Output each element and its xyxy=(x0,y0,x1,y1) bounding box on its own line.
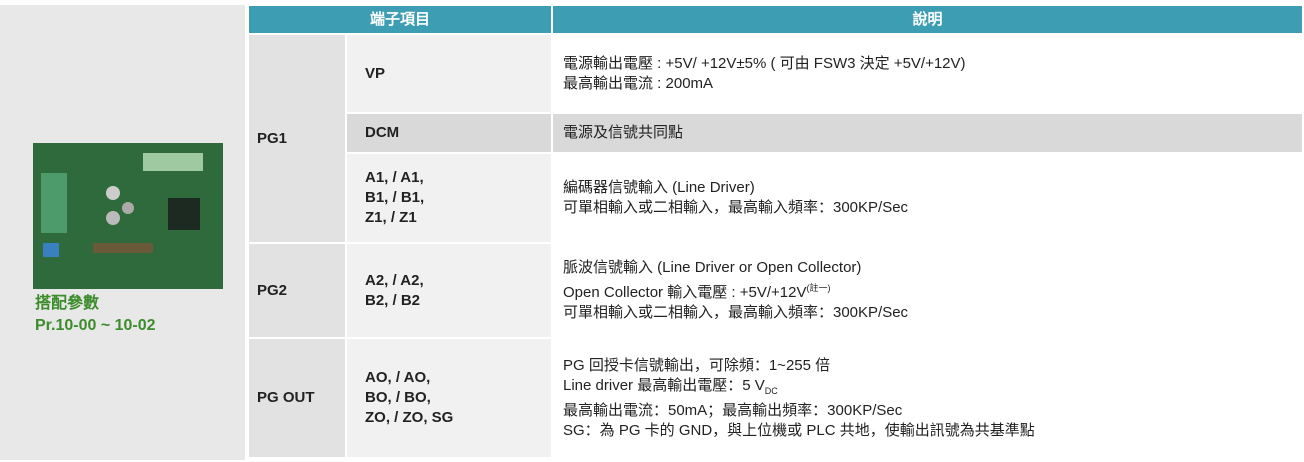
description-line: 編碼器信號輸入 (Line Driver) xyxy=(563,179,755,196)
row: PG2 A2, / A2, B2, / B2 脈波信號輸入 (Line Driver … xyxy=(247,242,1304,339)
terminal-table: 端子項目 說明 PG1 VP 電源輸出電壓 : +5V/ +12V±5% ( 可由 … xyxy=(247,4,1304,459)
footnote-ref: (註一) xyxy=(806,283,831,293)
terminal: B1, / B1, xyxy=(365,189,425,206)
group-cell: PG2 xyxy=(247,242,347,339)
unit-subscript: DC xyxy=(764,385,778,396)
description-line: 最高輸出電流 : 200mA xyxy=(563,74,714,92)
description-line: 可單相輸入或二相輸入，最高輸入頻率：300KP/Sec xyxy=(563,304,909,321)
terminal-cell: VP xyxy=(345,33,553,114)
description-cell: 脈波信號輸入 (Line Driver or Open Collector) Op… xyxy=(551,242,1304,339)
caption-line: 搭配參數 xyxy=(35,295,100,312)
sidebar: 搭配參數 Pr.10-00 ~ 10-02 xyxy=(0,5,245,460)
terminal: VP xyxy=(365,64,386,82)
row: DCM 電源及信號共同點 xyxy=(248,112,1304,154)
description-line: SG：為 PG 卡的 GND，與上位機或 PLC 共地，使輸出訊號為共基準點 xyxy=(563,421,1035,439)
terminal: AO, / AO, xyxy=(365,369,431,386)
caption: 搭配參數 Pr.10-00 ~ 10-02 xyxy=(35,293,156,337)
row: PG1 VP 電源輸出電壓 : +5V/ +12V±5% ( 可由 FSW3 決定 … xyxy=(247,33,1304,244)
terminal: A2, / A2, xyxy=(365,271,424,289)
board-photo xyxy=(33,143,223,289)
description-cell: 電源及信號共同點 xyxy=(551,112,1304,154)
description-line: 脈波信號輸入 (Line Driver or Open Collector) xyxy=(563,259,862,276)
terminal: A1, / A1, xyxy=(365,169,424,186)
description-line: 電源輸出電壓 : +5V/ +12V±5% ( 可由 FSW3 決定 +5V/+… xyxy=(563,54,966,72)
header-cell: 端子項目 xyxy=(247,4,553,35)
terminal-cell: A2, / A2, B2, / B2 xyxy=(345,242,553,339)
terminal: DCM xyxy=(365,124,400,141)
terminal-cell: A1, / A1, B1, / B1, Z1, / Z1 xyxy=(345,152,553,244)
terminal: BO, / BO, xyxy=(365,389,431,406)
terminal-cell: DCM xyxy=(345,112,553,154)
header-row: 端子項目 說明 xyxy=(247,4,1304,35)
description-line: PG 回授卡信號輸出，可除頻：1~255 倍 xyxy=(563,356,831,374)
terminal: Z1, / Z1 xyxy=(365,209,417,226)
line-text: Open Collector 輸入電壓 : +5V/+12V xyxy=(563,284,807,301)
description-line: Line driver 最高輸出電壓：5 VDC xyxy=(563,376,1294,401)
description-cell: 編碼器信號輸入 (Line Driver) 可單相輸入或二相輸入，最高輸入頻率：3… xyxy=(551,152,1304,244)
description-line: 電源及信號共同點 xyxy=(563,124,684,141)
caption-line: Pr.10-00 ~ 10-02 xyxy=(35,317,156,334)
description-line: 可單相輸入或二相輸入，最高輸入頻率：300KP/Sec xyxy=(563,199,909,216)
line-text: Line driver 最高輸出電壓：5 V xyxy=(563,376,765,394)
row: A1, / A1, B1, / B1, Z1, / Z1 編碼器信號輸入 (Line … xyxy=(248,152,1304,244)
header-cell: 說明 xyxy=(551,4,1304,35)
terminal: B2, / B2 xyxy=(365,291,421,309)
description-line: Open Collector 輸入電壓 : +5V/+12V(註一) xyxy=(563,278,1294,303)
terminal: ZO, / ZO, SG xyxy=(365,409,454,426)
group-cell: PG1 xyxy=(247,33,347,244)
row: PG OUT AO, / AO, BO, / BO, ZO, / ZO, SG PG 回… xyxy=(247,337,1304,459)
description-line: 最高輸出電流：50mA；最高輸出頻率：300KP/Sec xyxy=(563,401,903,419)
group-cell: PG OUT xyxy=(247,337,347,459)
description-cell: 電源輸出電壓 : +5V/ +12V±5% ( 可由 FSW3 決定 +5V/+… xyxy=(551,33,1304,114)
terminal-cell: AO, / AO, BO, / BO, ZO, / ZO, SG xyxy=(345,337,553,459)
description-cell: PG 回授卡信號輸出，可除頻：1~255 倍 Line driver 最高輸出電壓… xyxy=(551,337,1304,459)
